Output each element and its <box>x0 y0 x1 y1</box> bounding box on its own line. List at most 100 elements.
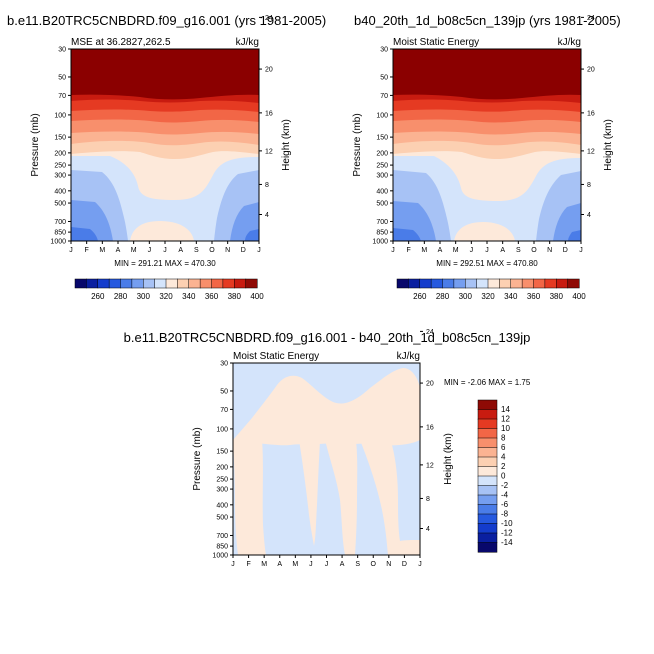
colorbar-swatch <box>477 428 498 439</box>
x-tick-label: J <box>148 247 152 254</box>
colorbar-swatch <box>408 278 421 289</box>
x-tick-label: N <box>386 561 391 568</box>
y-tick-label: 700 <box>376 219 388 226</box>
panel-1-subtitle-right: kJ/kg <box>236 37 259 48</box>
panel-3-subtitle-left: Moist Static Energy <box>233 351 319 362</box>
x-tick-label: F <box>246 561 250 568</box>
y-right-tick-label: 4 <box>587 212 591 219</box>
y-right-tick-label: 24 <box>587 15 595 22</box>
x-tick-label: M <box>99 247 105 254</box>
colorbar-label: 12 <box>501 415 510 424</box>
colorbar-swatch <box>396 278 409 289</box>
panel-2-subtitle-left: Moist Static Energy <box>393 37 479 48</box>
y-tick-label: 70 <box>58 93 66 100</box>
y-right-tick-label: 20 <box>265 67 273 74</box>
y-tick-label: 30 <box>58 47 66 54</box>
colorbar-swatch <box>477 485 498 496</box>
colorbar-swatch <box>222 278 235 289</box>
y-tick-label: 850 <box>54 230 66 237</box>
x-tick-label: A <box>178 247 183 254</box>
colorbar-swatch <box>86 278 99 289</box>
panel-1-band-deep-red <box>71 49 259 100</box>
y-right-tick-label: 24 <box>426 329 434 336</box>
y-right-tick-label: 16 <box>587 110 595 117</box>
panel-3-region-peach-drip-3 <box>360 440 420 555</box>
panel-2-subtitle-right: kJ/kg <box>558 37 581 48</box>
colorbar-label: 8 <box>501 434 506 443</box>
colorbar-label: 320 <box>159 292 173 301</box>
y-right-tick-label: 8 <box>587 182 591 189</box>
y-tick-label: 250 <box>54 163 66 170</box>
colorbar-label: 2 <box>501 462 506 471</box>
x-tick-label: J <box>579 247 583 254</box>
x-tick-label: O <box>371 561 377 568</box>
y-tick-label: 200 <box>54 150 66 157</box>
colorbar-swatch <box>477 523 498 534</box>
y-tick-label: 1000 <box>212 553 228 560</box>
y-right-tick-label: 12 <box>265 148 273 155</box>
panel-2-y-label: Pressure (mb) <box>352 113 363 176</box>
x-tick-label: M <box>453 247 459 254</box>
colorbar-swatch <box>510 278 523 289</box>
x-tick-label: A <box>277 561 282 568</box>
panel-2-title: b40_20th_1d_b08c5cn_139jp (yrs 1981-2005… <box>354 13 621 28</box>
colorbar-swatch <box>476 278 489 289</box>
panel-2-plot <box>392 48 582 242</box>
colorbar-label: 14 <box>501 405 510 414</box>
x-tick-label: N <box>547 247 552 254</box>
y-tick-label: 250 <box>376 163 388 170</box>
y-tick-label: 500 <box>376 201 388 208</box>
y-right-tick-label: 16 <box>426 424 434 431</box>
x-tick-label: J <box>309 561 313 568</box>
y-tick-label: 200 <box>376 150 388 157</box>
colorbar-swatch <box>477 504 498 515</box>
y-tick-label: 30 <box>380 47 388 54</box>
y-right-tick-label: 4 <box>426 526 430 533</box>
x-tick-label: M <box>261 561 267 568</box>
x-tick-label: S <box>194 247 199 254</box>
colorbar-swatch <box>477 513 498 525</box>
y-tick-label: 100 <box>216 426 228 433</box>
panel-3-region-peach-drip-1 <box>299 440 320 546</box>
panel-1-subtitle-left: MSE at 36.2827,262.5 <box>71 37 171 48</box>
colorbar-swatch <box>567 278 580 289</box>
colorbar-swatch <box>453 278 466 289</box>
x-tick-label: J <box>257 247 261 254</box>
y-right-tick-label: 4 <box>265 212 269 219</box>
panel-2-region-dark-blue-right <box>568 230 581 241</box>
panel-1: b.e11.B20TRC5CNBDRD.f09_g16.001 (yrs 198… <box>7 13 326 268</box>
y-tick-label: 400 <box>376 188 388 195</box>
y-right-tick-label: 20 <box>587 67 595 74</box>
panel-2-y-label-right: Height (km) <box>603 119 614 171</box>
colorbar-label: 340 <box>504 292 518 301</box>
y-tick-label: 150 <box>216 449 228 456</box>
x-tick-label: M <box>421 247 427 254</box>
colorbar-swatch <box>199 278 213 289</box>
colorbar-swatch <box>120 278 133 289</box>
colorbar-swatch <box>74 278 87 289</box>
colorbar-swatch <box>188 278 201 289</box>
y-tick-label: 200 <box>216 464 228 471</box>
y-right-tick-label: 8 <box>426 496 430 503</box>
y-tick-label: 700 <box>216 533 228 540</box>
y-tick-label: 1000 <box>372 239 388 246</box>
colorbar-label: 320 <box>481 292 495 301</box>
colorbar-label: 4 <box>501 453 506 462</box>
x-tick-label: O <box>209 247 215 254</box>
x-tick-label: A <box>438 247 443 254</box>
y-tick-label: 400 <box>216 502 228 509</box>
colorbar-swatch <box>245 278 258 289</box>
y-right-tick-label: 16 <box>265 110 273 117</box>
colorbar-swatch <box>533 278 546 289</box>
colorbar-swatch <box>544 278 557 289</box>
panel-3-y-label: Pressure (mb) <box>192 427 203 490</box>
panel-3-region-peach-column <box>233 440 266 555</box>
colorbar-label: 400 <box>572 292 586 301</box>
panel-1-stats: MIN = 291.21 MAX = 470.30 <box>114 259 216 268</box>
y-right-tick-label: 8 <box>265 182 269 189</box>
panel-3-region-peach-main <box>233 368 420 446</box>
panel-1-region-dark-blue-left <box>71 227 98 241</box>
y-tick-label: 300 <box>216 487 228 494</box>
